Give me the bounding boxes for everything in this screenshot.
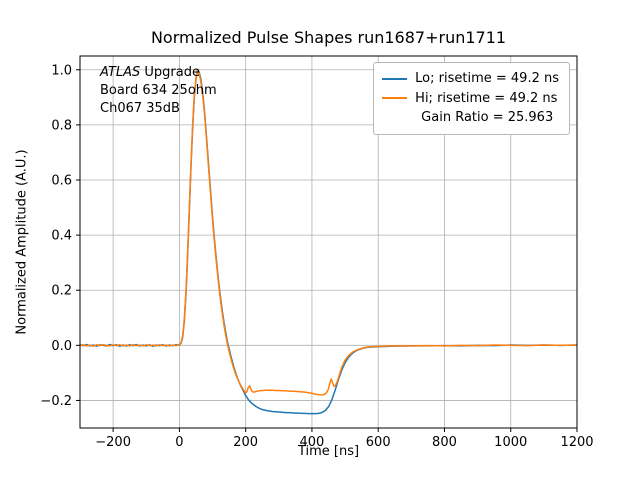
x-tick-label: 0 (175, 435, 183, 450)
lo-line-sample (382, 77, 408, 80)
plot-border (79, 55, 578, 429)
legend: Lo; risetime = 49.2 ns Hi; risetime = 49… (373, 62, 570, 135)
legend-label-hi: Hi; risetime = 49.2 ns (415, 90, 558, 106)
annotation-line-1: ATLAS Upgrade (100, 64, 217, 82)
x-tick-label: 800 (432, 435, 457, 450)
y-tick-label: −0.2 (40, 394, 72, 409)
x-tick-label: 1000 (494, 435, 527, 450)
x-axis-label: Time [ns] (297, 444, 360, 459)
y-tick-label: 0.8 (51, 118, 72, 133)
legend-label-lo: Lo; risetime = 49.2 ns (415, 71, 559, 86)
series-lines (80, 69, 577, 415)
legend-label-gain-ratio: Gain Ratio = 25.963 (421, 110, 554, 125)
x-tick-label: −200 (95, 435, 131, 450)
annotation-line-2: Board 634 25ohm (100, 83, 217, 99)
y-tick-label: 0.2 (51, 284, 72, 299)
x-tick-label: 200 (233, 435, 258, 450)
y-tick-label: 1.0 (51, 63, 72, 78)
y-tick-label: 0.0 (51, 339, 72, 354)
annotation-upgrade: Upgrade (140, 65, 200, 80)
plot-annotation: ATLAS Upgrade Board 634 25ohm Ch067 35dB (100, 64, 217, 119)
hi-line-sample (382, 97, 408, 100)
y-tick-label: 0.4 (51, 229, 72, 244)
legend-item-hi: Hi; risetime = 49.2 ns (382, 89, 559, 109)
annotation-line-3: Ch067 35dB (100, 101, 180, 117)
annotation-atlas: ATLAS (100, 65, 141, 80)
y-tick-label: 0.6 (51, 174, 72, 189)
chart-title: Normalized Pulse Shapes run1687+run1711 (150, 28, 507, 47)
hi-series-line (80, 69, 577, 396)
axis-ticks: −200 0 200 400 600 800 1000 1200 −0.2 0.0 0.2 0.4 0.… (40, 63, 593, 450)
legend-item-lo: Lo; risetime = 49.2 ns (382, 69, 559, 89)
x-tick-label: 1200 (560, 435, 593, 450)
x-tick-label: 400 (300, 435, 325, 450)
legend-item-gain-ratio: Gain Ratio = 25.963 (382, 108, 559, 128)
y-axis-label: Normalized Amplitude (A.U.) (14, 149, 30, 335)
x-tick-label: 600 (366, 435, 391, 450)
